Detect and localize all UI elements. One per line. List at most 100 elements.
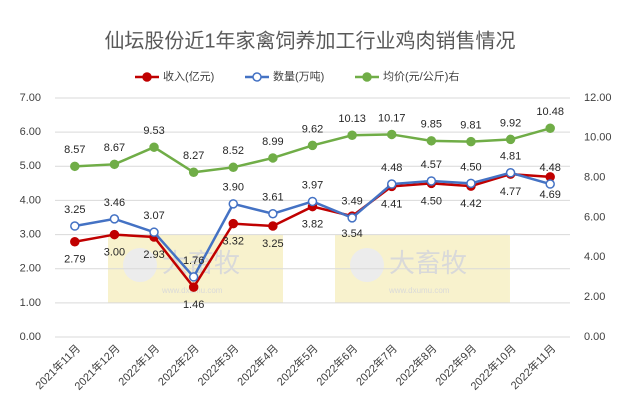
data-point — [466, 178, 476, 189]
y-tick-label: 5.00 — [20, 160, 41, 172]
chart-title: 仙坛股份近1年家禽饲养加工行业鸡肉销售情况 — [104, 29, 515, 52]
data-label: 1.46 — [183, 299, 204, 311]
data-label: 4.77 — [500, 186, 521, 198]
data-label: 3.07 — [143, 210, 164, 222]
data-label: 2.93 — [143, 249, 164, 261]
data-label: 9.81 — [460, 120, 481, 132]
data-point — [228, 199, 239, 209]
data-label: 4.50 — [460, 161, 481, 173]
data-label: 9.53 — [143, 125, 164, 137]
y-tick-label: 1.00 — [20, 297, 41, 309]
data-point — [188, 272, 199, 282]
data-label: 4.50 — [421, 195, 442, 207]
data-point — [426, 136, 437, 146]
watermark-logo — [350, 248, 384, 282]
y2-tick-label: 12.00 — [584, 92, 612, 104]
legend-marker — [362, 72, 372, 82]
data-point — [347, 213, 357, 223]
data-point — [307, 196, 318, 207]
data-label: 8.99 — [262, 136, 283, 148]
data-label: 10.13 — [338, 113, 366, 125]
data-label: 4.57 — [421, 159, 442, 171]
data-point — [307, 140, 318, 151]
legend-label: 均价(元/公斤)右 — [383, 69, 459, 83]
legend-item: 均价(元/公斤)右 — [355, 69, 459, 83]
data-point — [466, 136, 476, 147]
data-label: 4.41 — [381, 198, 402, 210]
data-label: 3.32 — [223, 236, 244, 248]
data-label: 8.52 — [223, 145, 244, 157]
y-tick-label: 0.00 — [20, 331, 41, 343]
data-label: 3.46 — [104, 197, 125, 209]
data-label: 4.81 — [500, 151, 521, 163]
y-tick-label: 4.00 — [20, 194, 41, 206]
data-point — [109, 229, 120, 240]
data-point — [268, 221, 278, 231]
data-label: 3.90 — [223, 182, 244, 194]
watermark-logo — [123, 248, 157, 282]
y2-tick-label: 0.00 — [584, 331, 605, 343]
watermark-text: 大畜牧 — [389, 248, 467, 278]
data-point — [149, 227, 159, 237]
data-point — [347, 130, 357, 140]
y-tick-label: 3.00 — [20, 228, 41, 240]
data-point — [149, 142, 159, 152]
data-point — [386, 179, 397, 189]
data-label: 3.82 — [302, 218, 323, 230]
data-point — [505, 168, 516, 178]
y2-tick-label: 6.00 — [584, 211, 605, 223]
data-point — [426, 176, 437, 186]
data-label: 1.76 — [183, 255, 204, 267]
data-label: 4.48 — [539, 162, 560, 174]
legend-item: 数量(万吨) — [245, 70, 324, 83]
data-label: 3.61 — [262, 192, 283, 204]
legend-item: 收入(亿元) — [135, 69, 214, 83]
legend-label: 数量(万吨) — [273, 70, 324, 83]
y-tick-label: 6.00 — [20, 126, 41, 138]
data-point — [505, 134, 516, 145]
data-label: 3.97 — [302, 179, 323, 191]
data-label: 10.17 — [378, 112, 406, 124]
data-point — [188, 167, 199, 178]
legend-marker — [142, 72, 152, 82]
data-label: 4.69 — [539, 189, 560, 201]
data-label: 4.42 — [460, 198, 481, 210]
y-tick-label: 2.00 — [20, 263, 41, 275]
data-point — [109, 214, 120, 224]
data-label: 3.49 — [341, 196, 362, 208]
data-point — [268, 208, 278, 219]
data-point — [70, 161, 80, 172]
data-label: 9.92 — [500, 117, 521, 129]
y2-tick-label: 2.00 — [584, 291, 605, 303]
data-label: 8.27 — [183, 150, 204, 162]
y2-tick-label: 8.00 — [584, 172, 605, 184]
data-point — [109, 159, 120, 170]
data-label: 3.54 — [341, 228, 362, 240]
data-point — [70, 221, 80, 231]
y-tick-label: 7.00 — [20, 92, 41, 104]
data-label: 3.25 — [262, 238, 283, 250]
legend-marker — [252, 72, 262, 82]
data-point — [268, 153, 278, 163]
data-label: 9.62 — [302, 123, 323, 135]
data-label: 2.79 — [64, 254, 85, 266]
data-label: 4.48 — [381, 162, 402, 174]
y2-tick-label: 4.00 — [584, 251, 605, 263]
data-label: 8.57 — [64, 144, 85, 156]
data-label: 3.25 — [64, 204, 85, 216]
data-point — [188, 282, 199, 292]
legend-label: 收入(亿元) — [163, 69, 214, 83]
data-point — [545, 179, 555, 189]
data-label: 10.48 — [536, 106, 564, 118]
data-point — [228, 218, 239, 229]
y2-tick-label: 10.00 — [584, 132, 612, 144]
watermark-url: www.dxumu.com — [388, 286, 450, 295]
data-point — [386, 129, 397, 140]
data-point — [70, 236, 80, 247]
data-label: 8.67 — [104, 142, 125, 154]
data-point — [545, 123, 555, 134]
data-label: 3.00 — [104, 246, 125, 258]
data-label: 9.85 — [421, 119, 442, 131]
data-point — [228, 162, 239, 173]
